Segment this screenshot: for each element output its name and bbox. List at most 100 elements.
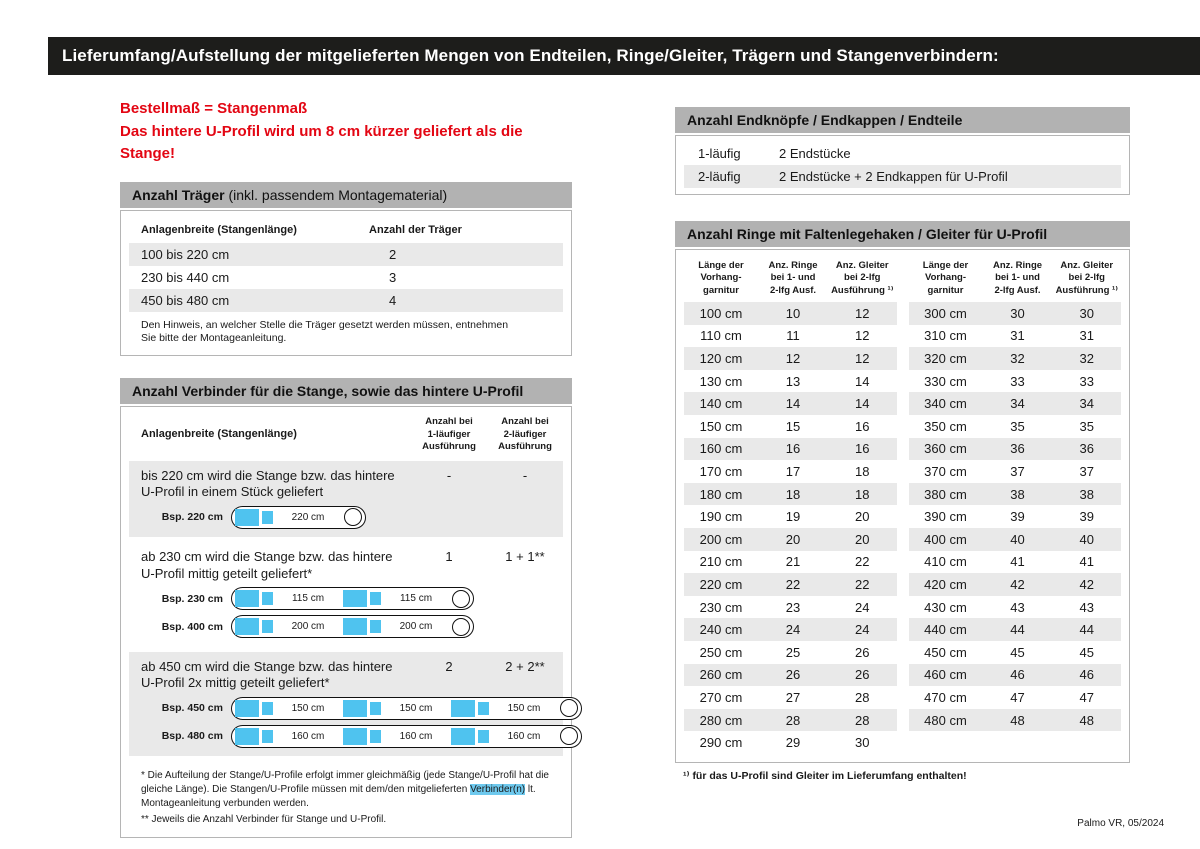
- rod-illustration: 115 cm 115 cm: [231, 587, 474, 611]
- rod-connector-icon: [235, 618, 273, 636]
- group-examples: Bsp. 220 cm 220 cm: [129, 503, 563, 531]
- example-row: Bsp. 220 cm 220 cm: [129, 503, 563, 531]
- ringe-row: 430 cm 43 43: [909, 596, 1122, 619]
- col-header-ringe: Anz. Ringe bei 1- und 2-lfg Ausf.: [992, 260, 1043, 296]
- ringe-row: 260 cm 26 26: [684, 663, 897, 687]
- group-examples: Bsp. 450 cm 150 cm 150 cm: [129, 694, 582, 750]
- anzahl-gleiter: 24: [855, 622, 870, 638]
- anzahl-ringe: 22: [785, 576, 801, 592]
- anzahl-gleiter: 39: [1079, 509, 1094, 525]
- anzahl-ringe: 43: [1010, 599, 1025, 615]
- anzahl-ringe: 30: [1010, 305, 1025, 321]
- anzahl-ringe: 11: [786, 328, 800, 344]
- traeger-row: 100 bis 220 cm 2: [129, 242, 563, 266]
- garnitur-laenge: 190 cm: [699, 509, 743, 525]
- rod-segments: 150 cm 150 cm 150 cm: [232, 698, 556, 719]
- traeger-note: Den Hinweis, an welcher Stelle die Träge…: [141, 318, 509, 345]
- anzahl-gleiter: 38: [1079, 486, 1094, 502]
- example-label: Bsp. 480 cm: [161, 730, 223, 743]
- anzahl-gleiter: 16: [855, 418, 870, 434]
- rod-segment-item: 115 cm: [232, 588, 340, 609]
- endteile-variant: 2-läufig: [698, 169, 741, 184]
- example-row: Bsp. 450 cm 150 cm 150 cm: [129, 694, 582, 722]
- example-label: Bsp. 220 cm: [161, 511, 223, 524]
- garnitur-laenge: 360 cm: [924, 441, 967, 457]
- rod-connector-icon: [343, 727, 381, 745]
- ringe-row: 380 cm 38 38: [908, 482, 1121, 506]
- garnitur-laenge: 240 cm: [699, 622, 743, 638]
- col-header-gleiter: Anz. Gleiter bei 2-lfg Ausführung ¹⁾: [831, 260, 894, 296]
- anzahl-gleiter: 40: [1079, 531, 1094, 547]
- anzahl-ringe: 39: [1010, 509, 1025, 525]
- garnitur-laenge: 300 cm: [924, 305, 967, 321]
- rod-segment-item: 160 cm: [340, 726, 448, 747]
- ringe-row: 310 cm 31 31: [909, 325, 1122, 348]
- anzahl-ringe: 10: [785, 305, 801, 321]
- rod-segment-item: 115 cm: [340, 588, 448, 609]
- rod-connector-icon: [235, 699, 273, 717]
- rod-connector-icon: [343, 618, 381, 636]
- anzahl-gleiter: 14: [855, 396, 870, 412]
- traeger-count: 3: [389, 269, 397, 285]
- anzahl-gleiter: 16: [855, 441, 870, 457]
- traeger-title-suffix: (inkl. passendem Montagematerial): [224, 186, 448, 203]
- ringe-row: 200 cm 20 20: [684, 527, 897, 551]
- garnitur-laenge: 310 cm: [924, 328, 967, 344]
- rod-end-knob-icon: [560, 727, 578, 746]
- rod-connector-icon: [235, 590, 273, 608]
- anzahl-gleiter: 30: [855, 735, 870, 751]
- garnitur-laenge: 200 cm: [699, 531, 743, 547]
- garnitur-laenge: 230 cm: [699, 599, 743, 615]
- anzahl-ringe: 48: [1010, 712, 1025, 728]
- col-header-ringe: Anz. Ringe bei 1- und 2-lfg Ausf.: [768, 260, 818, 296]
- anzahl-ringe: 13: [785, 373, 801, 389]
- group-description-row: ab 230 cm wird die Stange bzw. das hinte…: [129, 549, 563, 582]
- rod-connector-icon: [451, 699, 489, 717]
- garnitur-laenge: 480 cm: [924, 712, 967, 728]
- anzahl-gleiter: 30: [1079, 305, 1094, 321]
- group-description-row: ab 450 cm wird die Stange bzw. das hinte…: [129, 659, 563, 692]
- garnitur-laenge: 170 cm: [699, 463, 743, 479]
- verbinder-title: Anzahl Verbinder für die Stange, sowie d…: [132, 382, 524, 399]
- qty-2laeufig: 2 + 2**: [505, 658, 545, 674]
- anzahl-ringe: 41: [1010, 554, 1025, 570]
- qty-2laeufig: 1 + 1**: [505, 549, 545, 565]
- right-column: Anzahl Endknöpfe / Endkappen / Endteile …: [675, 107, 1130, 782]
- anzahl-gleiter: 41: [1079, 554, 1094, 570]
- anzahl-gleiter: 12: [855, 305, 870, 321]
- ringe-row: 480 cm 48 48: [908, 708, 1121, 732]
- group-description-row: bis 220 cm wird die Stange bzw. das hint…: [129, 468, 563, 501]
- verbinder-table-header: Anlagenbreite (Stangenlänge) Anzahl bei …: [129, 413, 563, 461]
- anzahl-ringe: 47: [1010, 689, 1025, 705]
- rod-segment-item: 150 cm: [340, 698, 448, 719]
- ringe-table-right: Länge der Vorhang- garnitur Anz. Ringe b…: [908, 258, 1122, 754]
- rod-illustration: 200 cm 200 cm: [231, 615, 474, 639]
- notice-line-1: Bestellmaß = Stangenmaß: [120, 100, 308, 117]
- anzahl-gleiter: 26: [855, 667, 870, 683]
- anzahl-ringe: 18: [785, 486, 801, 502]
- anzahl-gleiter: 31: [1079, 328, 1094, 344]
- garnitur-laenge: 150 cm: [699, 418, 743, 434]
- traeger-count: 2: [389, 246, 397, 262]
- footnote-1-pre: * Die Aufteilung der Stange/U-Profile er…: [141, 770, 549, 796]
- example-row: Bsp. 230 cm 115 cm 115 cm: [129, 585, 563, 613]
- rod-segment-label: 200 cm: [399, 621, 433, 633]
- garnitur-laenge: 290 cm: [699, 735, 743, 751]
- ringe-row: 180 cm 18 18: [684, 482, 897, 506]
- col-header-laenge: Länge der Vorhang- garnitur: [698, 260, 744, 296]
- ringe-row: 470 cm 47 47: [909, 686, 1122, 709]
- verbinder-section-title: Anzahl Verbinder für die Stange, sowie d…: [120, 377, 572, 404]
- anzahl-ringe: 20: [785, 531, 801, 547]
- anzahl-gleiter: 34: [1079, 396, 1094, 412]
- anzahl-gleiter: 18: [855, 486, 870, 502]
- anzahl-gleiter: 48: [1079, 712, 1094, 728]
- verbinder-group: bis 220 cm wird die Stange bzw. das hint…: [129, 460, 563, 538]
- rod-end-knob-icon: [560, 699, 578, 718]
- group-description: ab 230 cm wird die Stange bzw. das hinte…: [141, 549, 393, 581]
- rod-segment-label: 150 cm: [507, 702, 541, 714]
- garnitur-laenge: 330 cm: [924, 373, 967, 389]
- ringe-row: 360 cm 36 36: [908, 437, 1121, 461]
- traeger-section-title: Anzahl Träger (inkl. passendem Montagema…: [120, 181, 572, 208]
- ringe-row: 400 cm 40 40: [908, 527, 1121, 551]
